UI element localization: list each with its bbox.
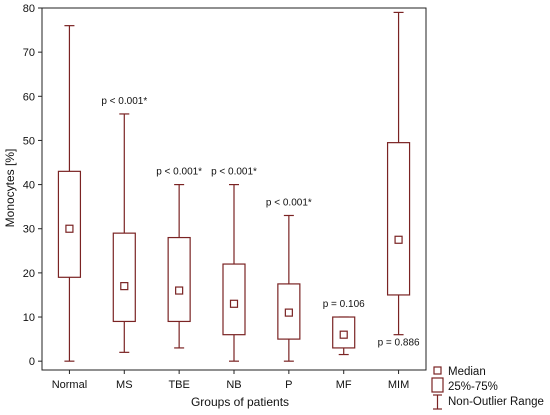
box-tbe bbox=[167, 183, 191, 349]
iqr-box bbox=[332, 316, 356, 349]
y-tick-label: 60 bbox=[23, 91, 35, 103]
iqr-box bbox=[57, 170, 82, 278]
annotation-ms: p < 0.001* bbox=[101, 96, 147, 107]
y-tick-label: 50 bbox=[23, 135, 35, 147]
annotation-mf: p = 0.106 bbox=[323, 299, 365, 310]
y-tick-label: 80 bbox=[23, 3, 35, 15]
box-p bbox=[277, 214, 301, 362]
legend-iqr-marker bbox=[431, 377, 444, 393]
x-tick-label: P bbox=[285, 379, 292, 391]
y-tick-label: 40 bbox=[23, 180, 35, 192]
median-marker bbox=[394, 235, 403, 244]
y-tick-label: 10 bbox=[23, 312, 35, 324]
annotation-tbe: p < 0.001* bbox=[156, 167, 202, 178]
median-marker bbox=[65, 224, 74, 233]
x-axis-title: Groups of patients bbox=[191, 395, 289, 409]
y-tick-label: 20 bbox=[23, 268, 35, 280]
y-tick-label: 30 bbox=[23, 224, 35, 236]
x-tick-label: Normal bbox=[52, 379, 87, 391]
legend-range-marker bbox=[433, 394, 442, 410]
legend-median-marker bbox=[433, 366, 442, 375]
iqr-box bbox=[112, 232, 136, 323]
annotation-mim: p = 0.886 bbox=[378, 338, 420, 349]
legend-iqr-label: 25%-75% bbox=[448, 381, 498, 393]
box-ms bbox=[112, 113, 136, 353]
x-tick-label: NB bbox=[226, 379, 241, 391]
x-tick-label: MS bbox=[116, 379, 133, 391]
boxes-layer bbox=[57, 11, 411, 362]
legend-median-label: Median bbox=[448, 366, 486, 378]
legend-range-label: Non-Outlier Range bbox=[448, 396, 544, 408]
y-tick-label: 0 bbox=[29, 356, 35, 368]
plot-axes: 0 10 20 30 40 50 60 70 80 Normal MS TBE NB P MF MIM bbox=[23, 3, 427, 391]
iqr-box bbox=[386, 142, 411, 296]
iqr-box bbox=[277, 283, 301, 340]
iqr-box bbox=[167, 236, 191, 323]
legend: Median 25%-75% Non-Outlier Range bbox=[431, 366, 544, 410]
annotations-layer: p < 0.001* p < 0.001* p < 0.001* p < 0.001*… bbox=[101, 96, 420, 349]
x-tick-label: TBE bbox=[168, 379, 189, 391]
median-marker bbox=[175, 286, 184, 295]
median-marker bbox=[284, 308, 293, 317]
box-nb bbox=[222, 183, 246, 362]
median-marker bbox=[120, 282, 129, 291]
iqr-box bbox=[222, 263, 246, 336]
box-normal bbox=[57, 25, 82, 362]
median-marker bbox=[339, 330, 348, 339]
box-mf bbox=[332, 316, 356, 356]
box-mim bbox=[386, 11, 411, 336]
x-tick-label: MF bbox=[336, 379, 352, 391]
x-tick-label: MIM bbox=[388, 379, 409, 391]
y-axis-title: Monocytes [%] bbox=[3, 149, 17, 228]
y-tick-label: 70 bbox=[23, 47, 35, 59]
annotation-p: p < 0.001* bbox=[266, 197, 312, 208]
annotation-nb: p < 0.001* bbox=[211, 167, 257, 178]
median-marker bbox=[229, 299, 239, 308]
